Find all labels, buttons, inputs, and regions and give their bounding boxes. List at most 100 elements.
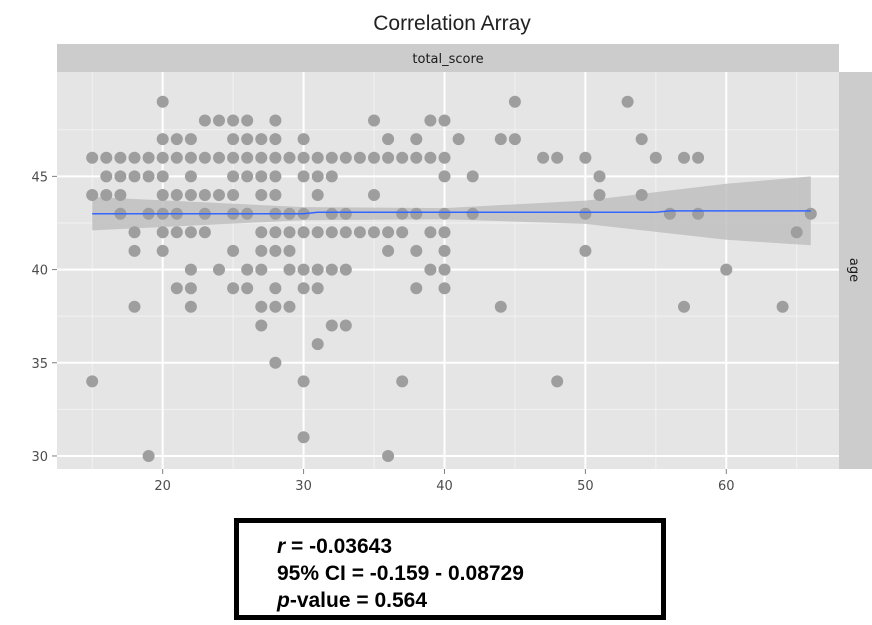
- data-point: [269, 133, 282, 146]
- data-point: [255, 263, 268, 276]
- data-point: [368, 151, 380, 164]
- data-point: [410, 282, 423, 295]
- data-point: [410, 244, 423, 257]
- data-point: [142, 151, 155, 164]
- data-point: [790, 226, 803, 239]
- data-point: [368, 226, 380, 239]
- data-point: [649, 151, 662, 164]
- data-point: [438, 207, 451, 220]
- data-point: [128, 300, 141, 313]
- facet-strip-right: [839, 72, 872, 469]
- data-point: [297, 133, 310, 146]
- data-point: [396, 375, 409, 388]
- data-point: [678, 300, 690, 313]
- data-point: [156, 189, 169, 201]
- data-point: [438, 226, 451, 239]
- data-point: [255, 319, 268, 332]
- data-point: [339, 319, 352, 332]
- data-point: [170, 151, 183, 164]
- data-point: [776, 300, 789, 313]
- y-axis: 30 35 40 45: [31, 170, 57, 465]
- stat-r: r = -0.03643: [277, 533, 661, 560]
- data-point: [100, 189, 113, 201]
- data-point: [438, 114, 451, 127]
- facet-strip-top: [57, 44, 839, 72]
- data-point: [227, 114, 240, 127]
- data-point: [255, 151, 268, 164]
- data-point: [255, 133, 268, 146]
- data-point: [579, 151, 592, 164]
- data-point: [114, 170, 127, 183]
- data-point: [184, 170, 197, 183]
- y-tick-label: 45: [31, 170, 48, 185]
- data-point: [339, 207, 352, 220]
- data-point: [269, 300, 282, 313]
- data-point: [213, 114, 225, 127]
- data-point: [635, 189, 648, 201]
- data-point: [804, 207, 817, 220]
- data-point: [86, 151, 99, 164]
- data-point: [114, 151, 127, 164]
- data-point: [382, 226, 395, 239]
- data-point: [100, 170, 113, 183]
- data-point: [255, 300, 268, 313]
- data-point: [311, 282, 324, 295]
- data-point: [156, 95, 169, 108]
- data-point: [227, 133, 240, 146]
- data-point: [269, 282, 282, 295]
- x-tick-label: 30: [295, 479, 312, 494]
- data-point: [494, 133, 507, 146]
- data-point: [692, 151, 705, 164]
- data-point: [227, 151, 240, 164]
- data-point: [593, 189, 606, 201]
- data-point: [368, 189, 380, 201]
- trend-line: [92, 210, 811, 215]
- data-point: [579, 207, 592, 220]
- data-point: [311, 151, 324, 164]
- data-point: [438, 244, 451, 257]
- data-point: [678, 151, 690, 164]
- chart-title: Correlation Array: [373, 12, 531, 35]
- data-point: [283, 263, 296, 276]
- data-point: [170, 226, 183, 239]
- data-point: [184, 300, 197, 313]
- data-point: [424, 263, 437, 276]
- data-point: [156, 170, 169, 183]
- facet-label-right: age: [846, 258, 861, 282]
- data-point: [325, 151, 338, 164]
- data-point: [184, 133, 197, 146]
- confidence-band: [92, 176, 811, 246]
- x-tick-label: 40: [436, 479, 453, 494]
- data-point: [508, 95, 521, 108]
- data-point: [255, 170, 268, 183]
- x-tick-label: 50: [577, 479, 594, 494]
- data-point: [283, 151, 296, 164]
- data-point: [269, 151, 282, 164]
- data-point: [86, 189, 99, 201]
- data-point: [156, 226, 169, 239]
- data-point: [494, 300, 507, 313]
- p-symbol: p: [277, 589, 290, 612]
- data-point: [283, 226, 296, 239]
- data-point: [269, 114, 282, 127]
- data-point: [184, 263, 197, 276]
- data-point: [297, 170, 310, 183]
- data-point: [128, 244, 141, 257]
- data-point: [438, 263, 451, 276]
- p-value: -value = 0.564: [289, 589, 428, 612]
- x-tick-label: 20: [154, 479, 171, 494]
- data-point: [241, 133, 254, 146]
- data-point: [339, 151, 352, 164]
- data-point: [424, 226, 437, 239]
- data-point: [170, 189, 183, 201]
- x-axis: 20 30 40 50 60: [154, 469, 735, 494]
- data-point: [325, 170, 338, 183]
- data-point: [692, 207, 705, 220]
- data-point: [283, 300, 296, 313]
- data-point: [382, 450, 395, 462]
- data-point: [297, 375, 310, 388]
- data-point: [396, 151, 409, 164]
- y-tick-label: 30: [31, 450, 48, 465]
- r-value: = -0.03643: [285, 535, 393, 558]
- data-point: [227, 282, 240, 295]
